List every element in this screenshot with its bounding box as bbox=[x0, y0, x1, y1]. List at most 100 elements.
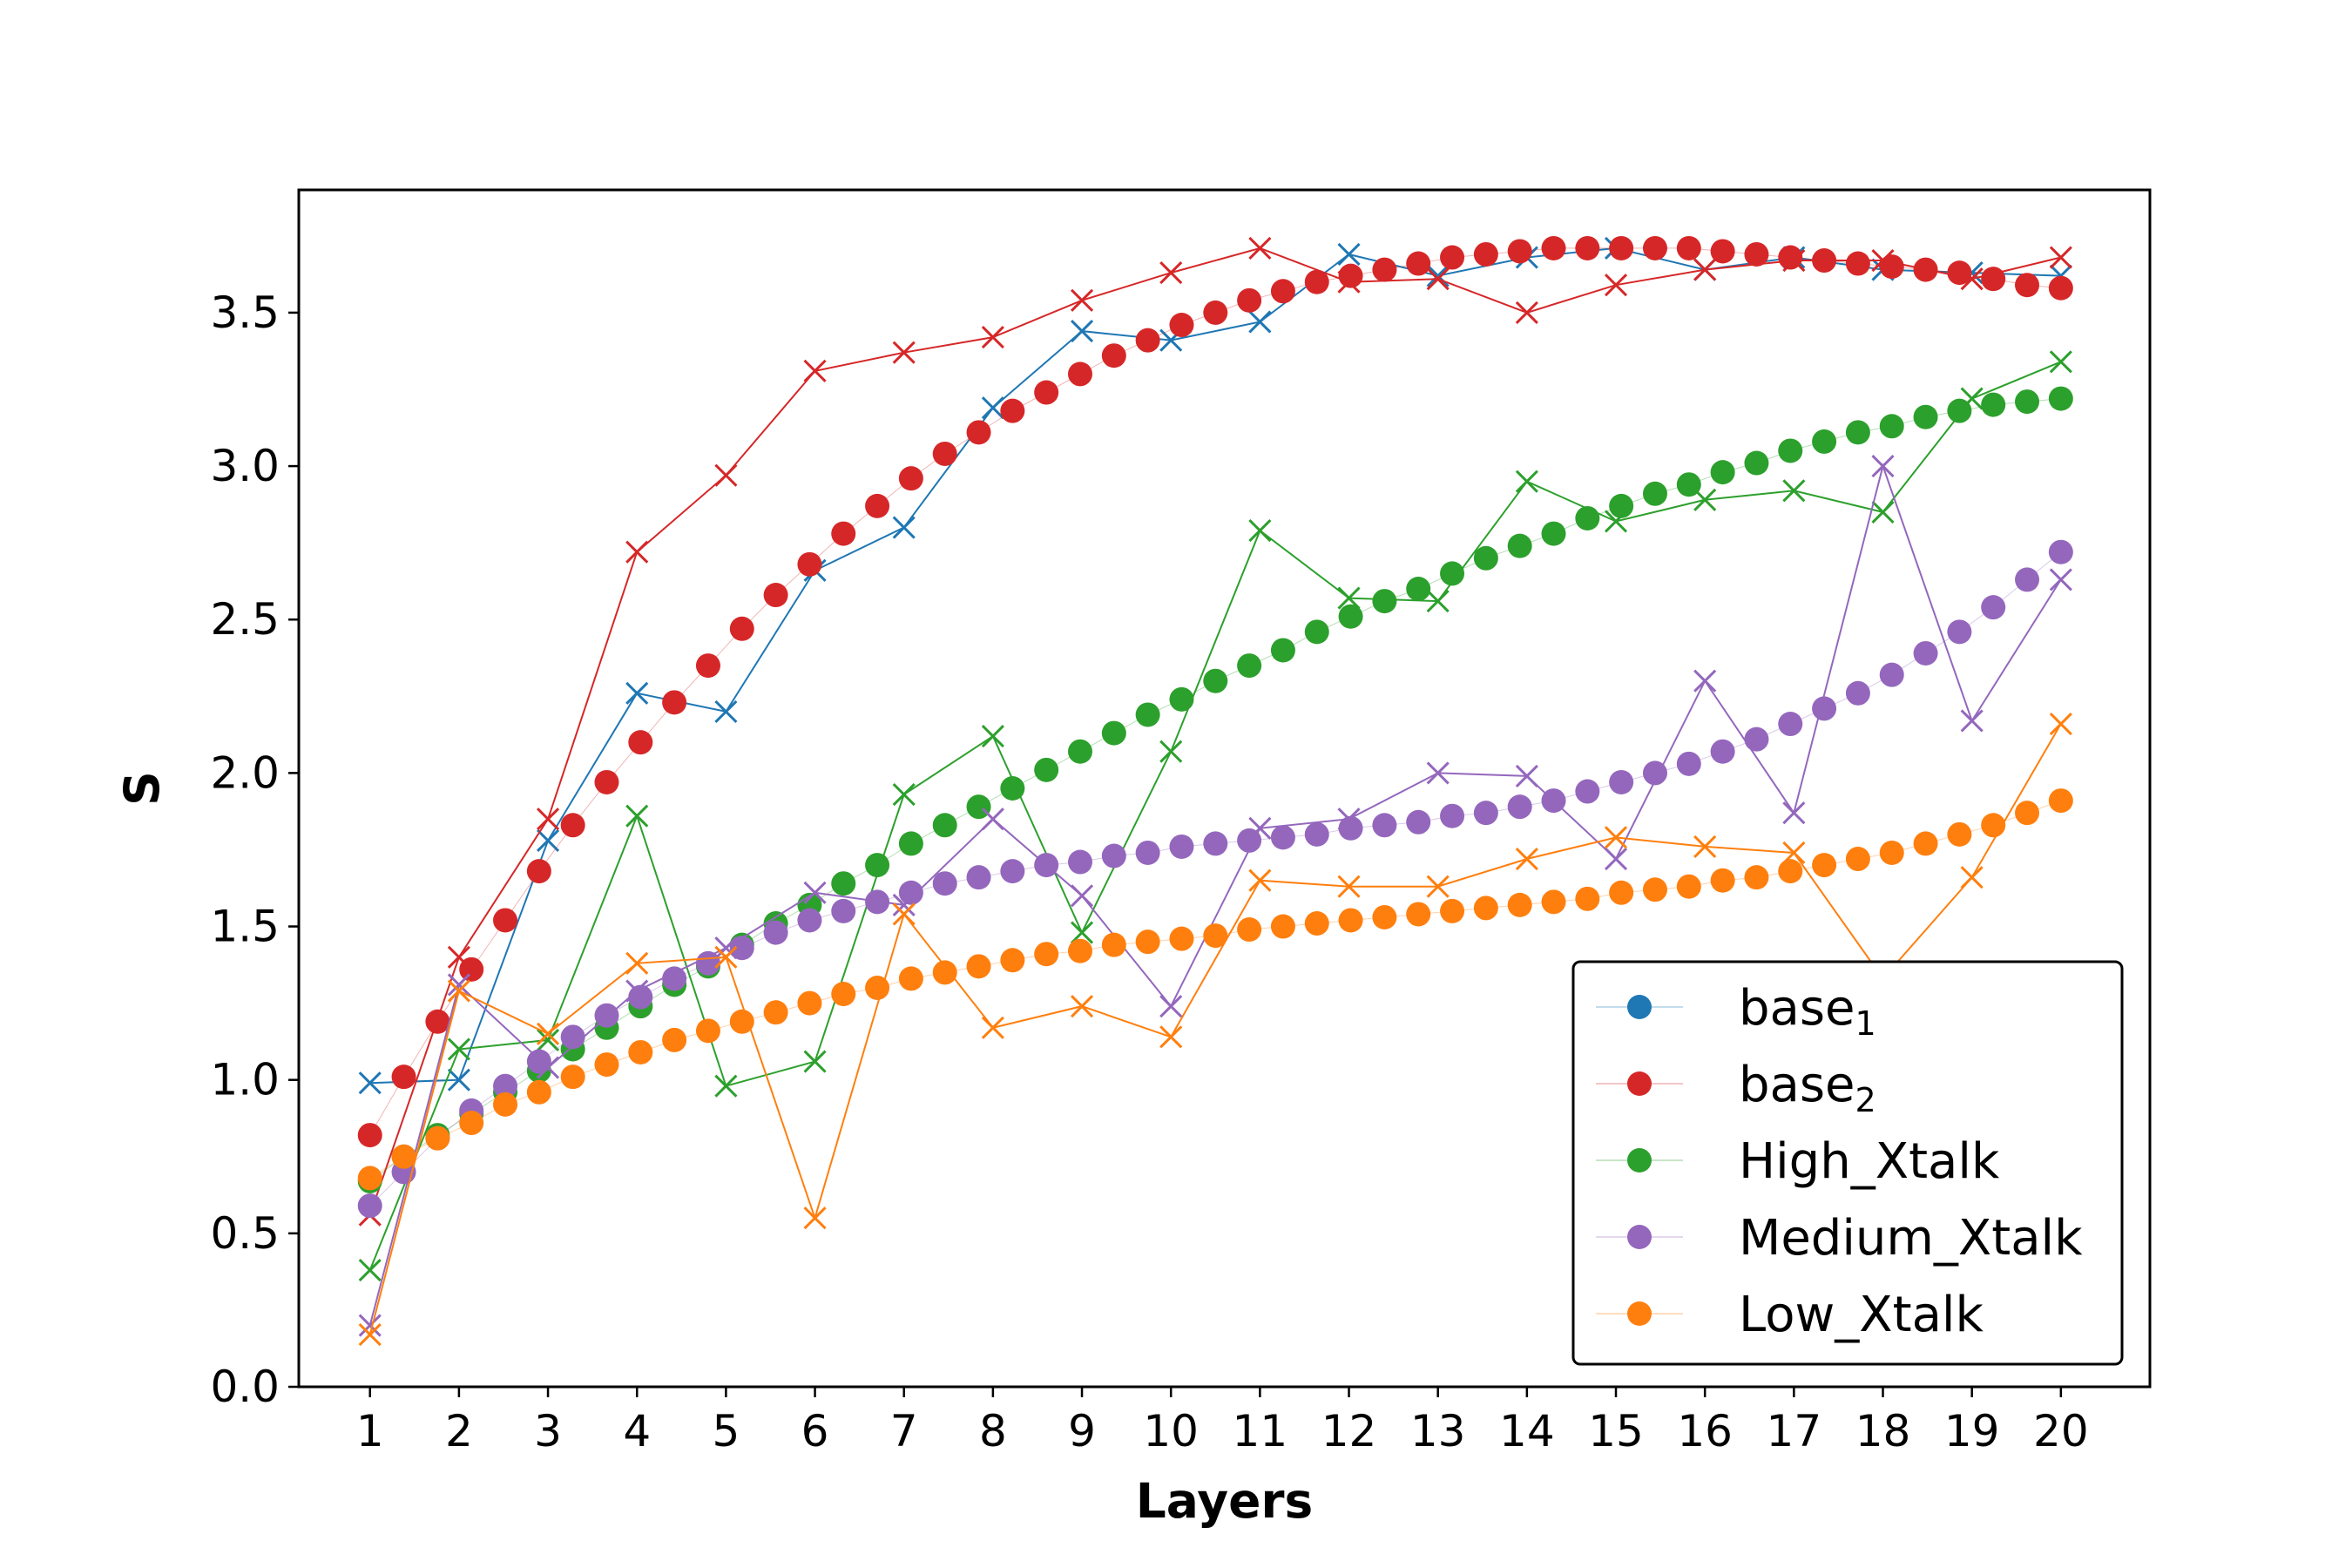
dot-point-high-xtalk bbox=[1473, 545, 1498, 571]
y-tick-label: 0.5 bbox=[210, 1208, 280, 1259]
dot-point-high-xtalk bbox=[1947, 398, 1972, 423]
y-tick-label: 0.0 bbox=[210, 1362, 280, 1412]
dot-point-base2 bbox=[1203, 300, 1228, 325]
dot-point-medium-xtalk bbox=[1710, 739, 1735, 764]
y-tick-label: 2.0 bbox=[210, 747, 280, 798]
x-marker-high-xtalk bbox=[1248, 519, 1272, 543]
x-tick-label: 19 bbox=[1944, 1406, 2000, 1456]
dot-point-medium-xtalk bbox=[1609, 769, 1634, 794]
dot-point-base2 bbox=[1947, 260, 1972, 286]
dot-point-low-xtalk bbox=[662, 1027, 687, 1052]
dot-point-medium-xtalk bbox=[1947, 619, 1972, 645]
x-tick-label: 5 bbox=[712, 1406, 740, 1456]
dot-point-low-xtalk bbox=[1676, 874, 1701, 899]
legend-item-base1: base1 bbox=[1596, 980, 1876, 1043]
dot-point-base2 bbox=[1845, 251, 1870, 276]
dot-point-low-xtalk bbox=[1778, 859, 1803, 884]
x-tick-label: 2 bbox=[445, 1406, 473, 1456]
dot-point-low-xtalk bbox=[763, 1000, 788, 1025]
dot-point-low-xtalk bbox=[2015, 801, 2040, 826]
dot-point-low-xtalk bbox=[493, 1092, 518, 1117]
x-tick-label: 10 bbox=[1143, 1406, 1199, 1456]
dot-point-high-xtalk bbox=[1372, 589, 1397, 614]
dot-point-low-xtalk bbox=[1609, 880, 1634, 905]
dot-point-low-xtalk bbox=[966, 954, 991, 979]
dot-point-low-xtalk bbox=[1812, 853, 1837, 878]
x-tick-label: 9 bbox=[1068, 1406, 1096, 1456]
x-tick-label: 1 bbox=[356, 1406, 384, 1456]
x-marker-high-xtalk bbox=[1159, 740, 1183, 763]
x-marker-medium-xtalk bbox=[1070, 884, 1094, 908]
dot-point-base2 bbox=[831, 521, 856, 546]
dot-point-low-xtalk bbox=[1169, 926, 1194, 951]
dot-point-medium-xtalk bbox=[1473, 801, 1498, 826]
dot-point-low-xtalk bbox=[1845, 847, 1870, 872]
dot-point-high-xtalk bbox=[1507, 533, 1532, 558]
dot-point-high-xtalk bbox=[1304, 619, 1329, 645]
dot-point-high-xtalk bbox=[932, 813, 957, 838]
dot-point-base2 bbox=[763, 583, 788, 608]
dot-point-base2 bbox=[662, 690, 687, 715]
dot-point-base2 bbox=[1744, 241, 1769, 267]
x-marker-low-xtalk bbox=[714, 945, 738, 969]
dot-point-base2 bbox=[1913, 257, 1938, 282]
dot-point-medium-xtalk bbox=[966, 865, 991, 890]
x-tick-label: 20 bbox=[2033, 1406, 2089, 1456]
dot-point-high-xtalk bbox=[1406, 577, 1431, 601]
dot-point-high-xtalk bbox=[1913, 404, 1938, 429]
legend-dot-medium-xtalk bbox=[1627, 1225, 1652, 1249]
x-marker-base2 bbox=[1693, 258, 1717, 281]
legend-label-subscript: 1 bbox=[1855, 1004, 1876, 1043]
dot-point-base2 bbox=[797, 551, 822, 577]
x-marker-low-xtalk bbox=[358, 1323, 382, 1347]
dot-point-base2 bbox=[425, 1009, 450, 1034]
dot-point-low-xtalk bbox=[1034, 942, 1059, 967]
x-marker-base2 bbox=[981, 326, 1004, 349]
dot-point-medium-xtalk bbox=[797, 908, 822, 933]
dot-point-base2 bbox=[1812, 248, 1837, 274]
y-tick-label: 3.0 bbox=[210, 441, 280, 491]
dot-point-medium-xtalk bbox=[1067, 849, 1092, 875]
x-marker-base2 bbox=[1426, 267, 1450, 291]
x-marker-high-xtalk bbox=[625, 804, 649, 828]
x-marker-high-xtalk bbox=[714, 1074, 738, 1098]
x-marker-low-xtalk bbox=[1960, 866, 1984, 889]
dot-point-medium-xtalk bbox=[1338, 815, 1363, 841]
dot-point-base2 bbox=[1710, 239, 1735, 264]
series-line-high-xtalk bbox=[368, 361, 2062, 1271]
x-axis-label: Layers bbox=[1136, 1473, 1313, 1529]
dot-point-medium-xtalk bbox=[932, 871, 957, 896]
y-tick-label: 2.5 bbox=[210, 594, 280, 645]
dot-point-low-xtalk bbox=[391, 1144, 416, 1169]
dot-point-high-xtalk bbox=[1270, 638, 1295, 663]
dot-point-base2 bbox=[1270, 279, 1295, 304]
dot-point-low-xtalk bbox=[1710, 868, 1735, 893]
series-line-medium-xtalk bbox=[368, 463, 2062, 1326]
dot-point-low-xtalk bbox=[1575, 886, 1600, 911]
dot-point-high-xtalk bbox=[1642, 481, 1667, 506]
legend-dot-base2 bbox=[1627, 1071, 1652, 1096]
dot-point-low-xtalk bbox=[1879, 840, 1904, 865]
x-marker-low-xtalk bbox=[2049, 712, 2072, 736]
ticks-layer: 1 2 3 4 5 6 7 8 9 10 11 12 13 14 15 16 17 18 19 200.00.51.0… bbox=[210, 287, 2088, 1456]
legend-label-text: base bbox=[1739, 1057, 1855, 1113]
dot-point-low-xtalk bbox=[1981, 813, 2006, 838]
x-marker-base1 bbox=[536, 828, 560, 852]
dot-point-high-xtalk bbox=[898, 831, 923, 856]
dot-point-base2 bbox=[459, 956, 484, 982]
y-tick-label: 3.5 bbox=[210, 287, 280, 338]
dot-point-base2 bbox=[1101, 343, 1126, 368]
x-marker-high-xtalk bbox=[892, 782, 916, 807]
x-tick-label: 17 bbox=[1767, 1406, 1822, 1456]
dot-point-medium-xtalk bbox=[831, 898, 856, 923]
x-marker-base2 bbox=[625, 540, 649, 564]
x-marker-base1 bbox=[1070, 320, 1094, 343]
x-marker-low-xtalk bbox=[1693, 835, 1717, 858]
dot-point-base2 bbox=[526, 859, 551, 884]
dot-point-medium-xtalk bbox=[1000, 859, 1025, 884]
dot-point-low-xtalk bbox=[425, 1125, 450, 1151]
dot-point-high-xtalk bbox=[1203, 668, 1228, 693]
x-marker-base1 bbox=[358, 1071, 382, 1095]
dot-point-base2 bbox=[1135, 328, 1160, 353]
